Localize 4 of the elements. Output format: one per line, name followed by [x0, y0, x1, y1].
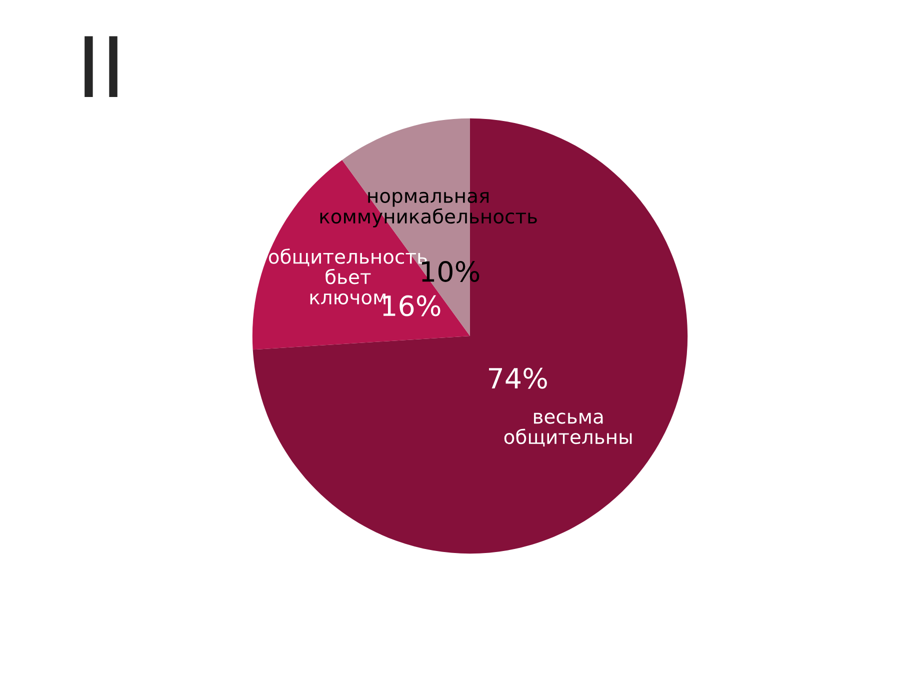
pie-slice — [252, 118, 688, 554]
slice-label: весьма общительны — [504, 412, 632, 447]
chart-title: II — [84, 36, 118, 97]
data-label: 74% — [488, 368, 547, 389]
